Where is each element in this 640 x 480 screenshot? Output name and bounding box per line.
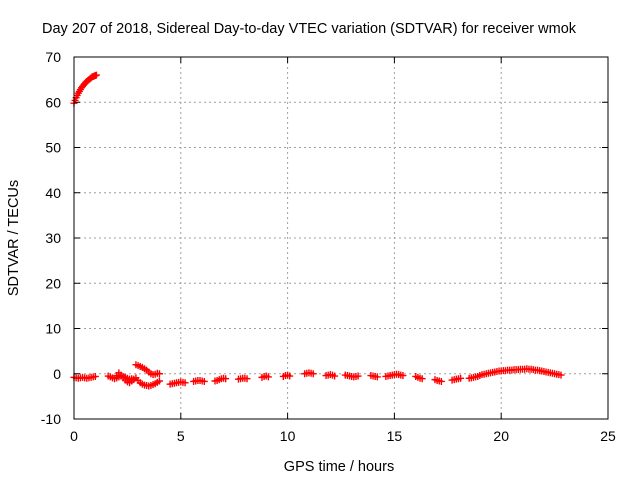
y-tick-labels: -10 0 10 20 30 40 50 60 70 [41,49,61,427]
y-tick-label: 10 [45,321,61,337]
y-tick-label: 40 [45,185,61,201]
data-point [264,373,272,381]
x-tick-label: 5 [177,428,185,444]
data-point [200,377,208,385]
data-point [437,377,445,385]
data-point [557,371,565,379]
axis-ticks [73,56,609,420]
data-point [181,379,189,387]
chart-title: Day 207 of 2018, Sidereal Day-to-day VTE… [42,21,577,37]
data-point [155,377,163,385]
x-tick-labels: 0 5 10 15 20 25 [70,428,616,444]
data-point [243,375,251,383]
y-tick-label: -10 [41,411,61,427]
data-point [130,376,138,384]
x-tick-label: 0 [70,428,78,444]
series-main-track [70,365,565,390]
y-axis-label: SDTVAR / TECUs [6,180,22,296]
data-point [399,372,407,380]
y-tick-label: 50 [45,140,61,156]
y-tick-label: 30 [45,230,61,246]
data-point [286,372,294,380]
data-point [91,372,99,380]
data-point [309,370,317,378]
grid-lines [74,57,608,419]
data-points [70,71,565,390]
y-tick-label: 70 [45,49,61,65]
x-tick-label: 10 [280,428,296,444]
x-tick-label: 25 [600,428,616,444]
series-lower-cluster [113,372,138,384]
data-point [457,374,465,382]
x-tick-label: 20 [493,428,509,444]
y-tick-label: 60 [45,94,61,110]
y-tick-label: 0 [53,366,61,382]
data-point [354,372,362,380]
series-upper-arc [70,71,100,107]
x-axis-label: GPS time / hours [284,459,394,475]
data-point [331,372,339,380]
data-point [418,375,426,383]
data-point [92,71,100,79]
y-tick-label: 20 [45,275,61,291]
data-point [373,373,381,381]
data-point [222,375,230,383]
x-tick-label: 15 [387,428,403,444]
data-point [155,370,163,378]
series-branch-near-3h [132,361,163,379]
